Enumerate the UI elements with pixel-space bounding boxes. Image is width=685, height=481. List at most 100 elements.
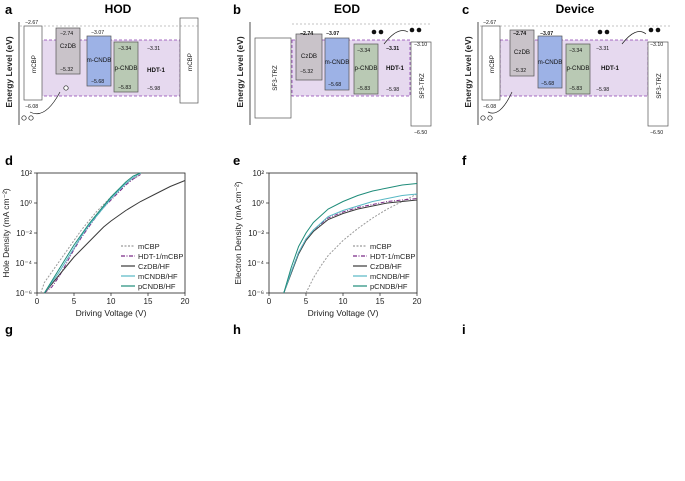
device-mcndb-lumo: −3.07: [540, 31, 553, 37]
pe-ytick-label: 10⁻⁴: [247, 259, 264, 268]
pe-ytick-label: 10⁻⁶: [248, 289, 264, 298]
eod-ylabel: Energy Level (eV): [235, 36, 245, 108]
hod-mcndb-homo: −5.68: [91, 79, 104, 85]
hod-mcbp-homo: −6.08: [25, 104, 38, 110]
eod-czdb-label: CzDB: [301, 53, 317, 60]
eod-mcndb-box: [324, 37, 350, 91]
hod-mcndb-lumo: −3.07: [91, 30, 104, 36]
panel-letter-b: b: [233, 2, 241, 17]
panel-letter-a: a: [5, 2, 13, 17]
pd-ytick-label: 10⁻⁴: [15, 259, 32, 268]
pd-xtick-label: 10: [107, 297, 116, 306]
eod-electron: [371, 29, 377, 35]
eod-mcndb-homo: −5.68: [328, 82, 341, 88]
device-hdt-lumo: −3.31: [596, 46, 609, 52]
eod-sf3-right: [410, 41, 432, 127]
device-electron: [604, 29, 610, 35]
device-electron: [655, 27, 661, 33]
pd-legend-label: CzDB/HF: [138, 262, 170, 271]
device-mcndb-box: [537, 35, 563, 89]
hod-mcbp-lumo: −2.67: [25, 20, 38, 26]
hod-pcndb-lumo: −3.34: [118, 46, 131, 52]
panel-letter-g: g: [5, 322, 13, 337]
device-pcndb-box: [565, 43, 591, 95]
pd-ytick-label: 10⁻²: [16, 229, 32, 238]
eod-czdb-homo: −5.32: [300, 69, 313, 75]
hod-pcndb-box: [113, 41, 139, 93]
device-title: Device: [556, 2, 595, 16]
panel-letter-i: i: [462, 322, 466, 337]
pe-xtick-label: 15: [376, 297, 385, 306]
eod-czdb-lumo: −2.74: [300, 31, 313, 37]
device-czdb-lumo: −2.74: [513, 31, 526, 37]
device-czdb-box: [509, 29, 535, 77]
device-hole: [487, 115, 493, 121]
pd-xtick-label: 5: [72, 297, 77, 306]
pe-series-line: [283, 193, 418, 294]
pd-ytick-label: 10⁻⁶: [16, 289, 32, 298]
device-sf3-label: SF3-TRZ: [656, 73, 663, 99]
device-pcndb-homo: −5.83: [569, 86, 582, 92]
pe-series-line: [283, 198, 418, 294]
hod-mcndb-label: m-CNDB: [87, 57, 112, 64]
hod-pcndb-homo: −5.83: [118, 85, 131, 91]
hod-hole: [63, 85, 69, 91]
hod-hole: [28, 115, 34, 121]
device-sf3: [647, 41, 669, 127]
pe-xlabel: Driving Voltage (V): [308, 308, 379, 318]
pd-xtick-label: 20: [181, 297, 190, 306]
pd-xtick-label: 0: [35, 297, 40, 306]
pe-ylabel: Electron Density (mA cm⁻²): [233, 181, 243, 284]
energy-diagram-hod: HOD Energy Level (eV) mCBP CzDB m-CNDB p…: [4, 2, 200, 125]
panel-letter-h: h: [233, 322, 241, 337]
pe-legend-label: mCNDB/HF: [370, 272, 410, 281]
pd-ytick-label: 10⁰: [20, 199, 32, 208]
eod-electron-arrow: [383, 30, 409, 45]
device-hole-arrow: [487, 91, 513, 114]
hod-hdt-homo: −5.98: [147, 86, 160, 92]
device-hdt-homo: −5.98: [596, 87, 609, 93]
device-czdb-label: CzDB: [514, 49, 530, 56]
hod-title: HOD: [105, 2, 132, 16]
pd-legend-label: HDT-1/mCBP: [138, 252, 183, 261]
hod-czdb-homo: −5.32: [60, 67, 73, 73]
device-hdt-label: HDT-1: [601, 65, 619, 72]
eod-hdt-homo: −5.98: [386, 87, 399, 93]
hod-czdb-label: CzDB: [60, 43, 76, 50]
pd-xlabel: Driving Voltage (V): [76, 308, 147, 318]
pd-series-line: [43, 172, 141, 294]
device-hole: [480, 115, 486, 121]
pe-ytick-label: 10⁰: [252, 199, 264, 208]
device-electron-arrow: [621, 31, 647, 45]
device-mcndb-homo: −5.68: [541, 81, 554, 87]
hod-czdb-box: [55, 27, 81, 75]
panel-letter-c: c: [462, 2, 469, 17]
pd-legend-label: pCNDB/HF: [138, 282, 176, 291]
panel-letter-e: e: [233, 153, 240, 168]
eod-sf3-right-label: SF3-TRZ: [419, 73, 426, 99]
pd-series-line: [43, 172, 141, 294]
hod-hdt-label: HDT-1: [147, 67, 165, 74]
pe-xtick-label: 0: [267, 297, 272, 306]
eod-hdt-label: HDT-1: [386, 65, 404, 72]
hod-mcbp-right-label: mCBP: [187, 53, 194, 71]
eod-sf3-lumo: −3.10: [414, 42, 427, 48]
eod-pcndb-label: p-CNDB: [354, 65, 377, 72]
pe-xtick-label: 5: [304, 297, 309, 306]
hod-mcbp-right: [179, 17, 199, 104]
pe-legend-label: HDT-1/mCBP: [370, 252, 415, 261]
device-mcbp-homo: −6.08: [483, 104, 496, 110]
energy-diagram-eod: EOD Energy Level (eV) SF3-TRZ −2.74 CzDB…: [235, 2, 432, 136]
hod-czdb-lumo: −2.74: [60, 31, 73, 37]
pd-legend-label: mCBP: [138, 242, 160, 251]
pe-legend-label: mCBP: [370, 242, 392, 251]
device-electron: [648, 27, 654, 33]
pd-xtick-label: 15: [144, 297, 153, 306]
eod-pcndb-box: [353, 43, 379, 95]
eod-mcndb-label: m-CNDB: [325, 59, 350, 66]
eod-pcndb-homo: −5.83: [357, 86, 370, 92]
pe-legend-label: CzDB/HF: [370, 262, 402, 271]
hod-hdt-lumo: −3.31: [147, 46, 160, 52]
eod-electron: [378, 29, 384, 35]
